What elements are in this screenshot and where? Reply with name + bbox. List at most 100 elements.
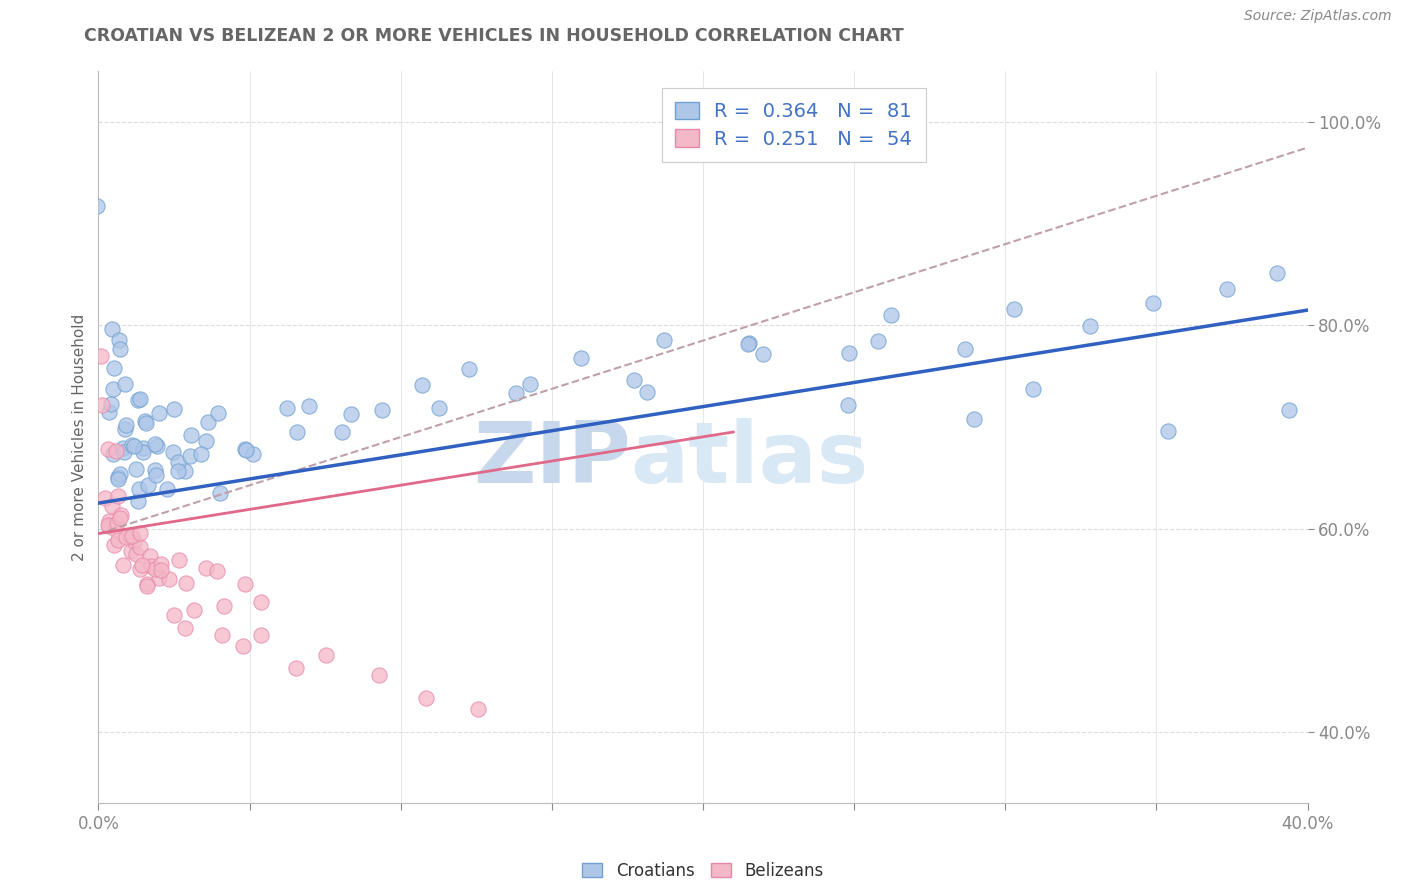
Point [962,412,984,426]
Point [505,386,527,401]
Point [136,579,159,593]
Point [1002,301,1025,316]
Point [285,425,308,439]
Point [107,489,129,503]
Point [115,418,138,433]
Point [195,561,218,575]
Point [114,377,136,392]
Point [285,660,308,674]
Point [207,406,229,420]
Point [131,558,153,573]
Point [139,549,162,563]
Point [111,558,134,572]
Point [108,333,131,347]
Point [148,406,170,420]
Point [837,398,859,412]
Point [569,351,592,365]
Point [150,557,173,571]
Point [1078,319,1101,334]
Point [97,519,120,533]
Point [411,378,433,392]
Point [654,333,676,347]
Point [121,529,143,543]
Point [752,347,775,361]
Point [738,336,761,351]
Point [211,628,233,642]
Point [86,199,108,213]
Point [107,533,129,548]
Point [101,499,124,513]
Point [114,445,136,459]
Point [114,530,136,544]
Point [242,447,264,461]
Point [157,572,180,586]
Point [128,562,150,576]
Point [457,361,479,376]
Point [127,392,149,407]
Point [212,599,235,613]
Point [148,571,170,585]
Point [166,464,188,478]
Point [1216,282,1239,296]
Point [737,337,759,351]
Point [139,558,162,573]
Point [174,621,197,635]
Point [1265,266,1288,280]
Point [136,576,159,591]
Point [149,563,172,577]
Legend: Croatians, Belizeans: Croatians, Belizeans [575,855,831,887]
Point [163,401,186,416]
Point [132,445,155,459]
Point [330,425,353,439]
Point [104,522,127,536]
Y-axis label: 2 or more Vehicles in Household: 2 or more Vehicles in Household [72,313,87,561]
Point [180,428,202,442]
Point [97,514,120,528]
Point [135,416,157,430]
Point [143,463,166,477]
Point [143,561,166,575]
Point [103,360,125,375]
Point [179,449,201,463]
Point [132,442,155,456]
Point [104,444,127,458]
Point [156,483,179,497]
Point [118,529,141,543]
Point [90,398,112,412]
Point [145,467,167,482]
Point [129,541,152,555]
Point [143,436,166,450]
Point [103,538,125,552]
Point [101,447,124,461]
Text: CROATIAN VS BELIZEAN 2 OR MORE VEHICLES IN HOUSEHOLD CORRELATION CHART: CROATIAN VS BELIZEAN 2 OR MORE VEHICLES … [84,27,904,45]
Point [122,534,145,549]
Point [107,472,129,486]
Point [315,648,337,662]
Text: atlas: atlas [630,417,869,500]
Point [207,564,229,578]
Point [111,441,134,455]
Point [162,444,184,458]
Point [174,464,197,478]
Point [232,639,254,653]
Point [93,491,115,505]
Point [1278,403,1301,417]
Point [134,414,156,428]
Point [879,309,901,323]
Point [110,343,132,357]
Point [174,575,197,590]
Point [1142,296,1164,310]
Point [125,547,148,561]
Point [339,407,361,421]
Point [121,438,143,452]
Point [427,401,450,416]
Point [636,384,658,399]
Point [368,668,391,682]
Point [297,399,319,413]
Point [110,511,132,525]
Point [128,482,150,496]
Point [519,376,541,391]
Point [208,485,231,500]
Point [98,405,121,419]
Point [623,373,645,387]
